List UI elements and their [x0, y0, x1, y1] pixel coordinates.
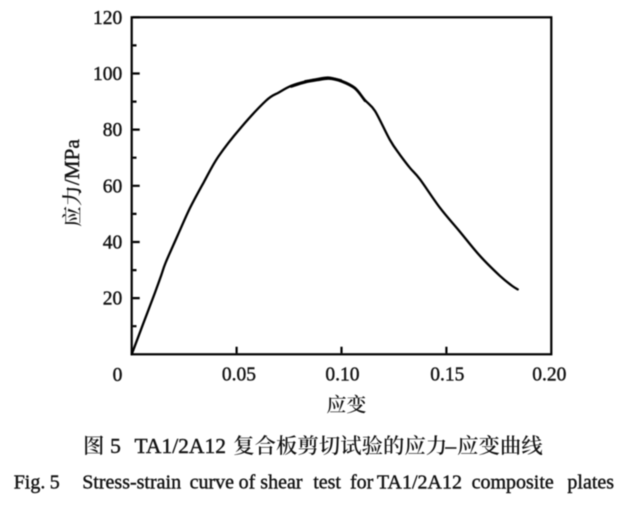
- svg-text:for: for: [350, 471, 374, 493]
- svg-text:Stress-strain: Stress-strain: [82, 471, 181, 493]
- svg-text:5: 5: [110, 434, 121, 458]
- svg-text:40: 40: [103, 233, 123, 254]
- svg-text:shear: shear: [260, 471, 303, 493]
- svg-text:0.05: 0.05: [222, 365, 256, 386]
- svg-text:80: 80: [103, 120, 123, 141]
- svg-text:–: –: [444, 434, 456, 458]
- svg-text:curve: curve: [190, 471, 235, 493]
- svg-text:of: of: [239, 471, 256, 493]
- svg-text:Fig.: Fig.: [14, 471, 46, 493]
- svg-text:5: 5: [50, 471, 60, 493]
- svg-text:0: 0: [113, 365, 123, 386]
- svg-text:TA1/2A12: TA1/2A12: [377, 471, 462, 493]
- svg-text:0.20: 0.20: [532, 365, 566, 386]
- svg-text:TA1/2A12: TA1/2A12: [135, 434, 226, 458]
- svg-text:composite: composite: [472, 471, 554, 493]
- svg-text:test: test: [313, 471, 341, 493]
- svg-text:plates: plates: [567, 471, 614, 493]
- svg-text:120: 120: [93, 8, 122, 29]
- svg-text:/MPa: /MPa: [60, 139, 84, 186]
- svg-text:60: 60: [103, 176, 123, 197]
- svg-text:100: 100: [93, 64, 122, 85]
- svg-text:0.10: 0.10: [325, 365, 359, 386]
- svg-text:20: 20: [103, 289, 123, 310]
- svg-text:0.15: 0.15: [430, 365, 464, 386]
